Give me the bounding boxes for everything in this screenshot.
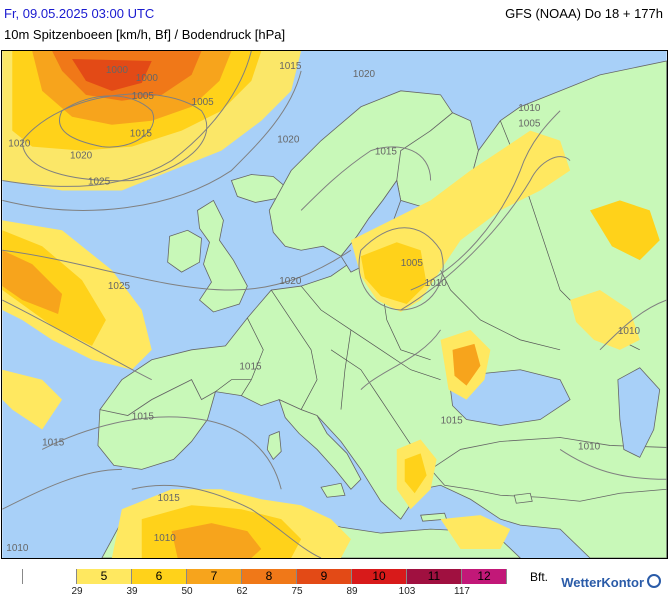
- gust-area-bf6: [360, 242, 427, 305]
- sea-caspian: [617, 367, 661, 458]
- isobar-label: 1025: [108, 281, 131, 292]
- land-iberia: [97, 379, 217, 470]
- border-line: [215, 379, 252, 392]
- isobar-label: 1015: [375, 147, 398, 158]
- legend-class: 11: [407, 569, 462, 584]
- isobar-label: 1010: [618, 326, 641, 337]
- legend-class: 5: [77, 569, 132, 584]
- isobar-line: [2, 51, 252, 187]
- forecast-datetime: Fr, 09.05.2025 03:00 UTC: [4, 6, 155, 21]
- brand-logo[interactable]: WetterKontor: [561, 574, 661, 590]
- gust-fields: [2, 51, 660, 558]
- border-line: [340, 329, 352, 410]
- isobar-label: 1010: [578, 441, 601, 452]
- gust-area-bf6: [404, 453, 427, 494]
- legend-kmh-tick: 89: [346, 586, 358, 597]
- legend-unit: Bft.: [530, 570, 549, 584]
- isobar-label: 1005: [518, 119, 541, 130]
- weather-map: 1000 1000 1005 1005 1015 1020 1020 1025 …: [1, 50, 668, 559]
- legend-kmh-tick: 117: [454, 586, 470, 597]
- legend-class: [22, 569, 77, 584]
- legend-kmh-tick: 29: [71, 586, 83, 597]
- isobar-label: 1010: [518, 103, 541, 114]
- land-ireland: [167, 229, 202, 273]
- legend-kmh-tick: 75: [291, 586, 303, 597]
- isobars: [2, 51, 667, 558]
- gust-area-bf5: [440, 515, 511, 550]
- border-line: [270, 289, 318, 410]
- gust-area-bf7: [2, 250, 63, 314]
- isobar-label: 1025: [88, 176, 111, 187]
- legend-class: 6: [132, 569, 187, 584]
- gust-area-bf5: [570, 290, 640, 350]
- isobar-label: 1005: [401, 258, 424, 269]
- isobar-label: 1010: [425, 278, 448, 289]
- legend-class: 12: [462, 569, 507, 584]
- model-run-info: GFS (NOAA) Do 18 + 177h: [505, 6, 663, 21]
- isobar-line: [599, 299, 667, 351]
- border-line: [241, 317, 264, 396]
- isobar-line: [2, 70, 302, 211]
- legend-kmh-tick: 50: [181, 586, 193, 597]
- border-line: [330, 349, 421, 460]
- isobar-label: 1000: [106, 65, 129, 76]
- land-italy: [278, 398, 362, 490]
- isobar-label: 1015: [239, 362, 262, 373]
- isobar-label: 1015: [158, 493, 181, 504]
- isobar-label: 1010: [6, 543, 29, 554]
- border-line: [300, 285, 441, 381]
- isobar-line: [2, 299, 152, 381]
- gust-area-bf5: [2, 369, 63, 430]
- legend-class: 8: [242, 569, 297, 584]
- legend-kmh-tick: 103: [398, 586, 416, 597]
- isobar-line: [2, 468, 122, 510]
- isobar-line: [410, 110, 561, 291]
- isobar-label: 1020: [8, 139, 31, 150]
- land-sardinia: [266, 430, 282, 461]
- isobar-label: 1015: [42, 437, 65, 448]
- land-sicily: [320, 482, 346, 498]
- land-britain: [197, 199, 248, 313]
- isobar-label: 1015: [130, 129, 153, 140]
- isobar-line: [559, 449, 667, 480]
- isobar-label: 1005: [132, 91, 155, 102]
- isobar-line: [358, 227, 444, 311]
- brand-name: WetterKontor: [561, 575, 644, 590]
- gust-area-bf7: [171, 523, 262, 558]
- isobar-label: 1020: [277, 135, 300, 146]
- isobar-line: [300, 146, 432, 211]
- isobar-line: [41, 416, 282, 490]
- legend-class: 9: [297, 569, 352, 584]
- isobar-line: [2, 249, 352, 291]
- legend-kmh-tick: 39: [126, 586, 138, 597]
- isobar-label: 1010: [154, 533, 177, 544]
- isobar-label: 1005: [192, 97, 215, 108]
- land-anatolia: [430, 437, 667, 502]
- isobar-line: [400, 156, 571, 311]
- legend-kmh-tick: 62: [236, 586, 248, 597]
- brand-mark-icon: [647, 574, 661, 588]
- variable-title: 10m Spitzenboeen [km/h, Bf] / Bodendruck…: [4, 27, 286, 42]
- isobar-line: [21, 93, 208, 182]
- legend-class: 10: [352, 569, 407, 584]
- isobar-label: 1000: [136, 73, 159, 84]
- gust-area-bf7: [452, 343, 481, 386]
- isobar-labels: 1000 1000 1005 1005 1015 1020 1020 1025 …: [6, 61, 640, 554]
- isobar-line: [59, 95, 155, 148]
- legend-class: 7: [187, 569, 242, 584]
- isobar-label: 1020: [70, 151, 93, 162]
- gust-area-bf6: [589, 200, 660, 261]
- isobar-label: 1020: [279, 276, 302, 287]
- isobar-label: 1015: [441, 416, 464, 427]
- land-cyprus: [513, 492, 533, 504]
- isobar-line: [131, 484, 322, 558]
- isobar-line: [360, 329, 441, 391]
- gust-area-bf9: [72, 58, 152, 91]
- isobar-label: 1020: [353, 69, 376, 80]
- isobar-label: 1015: [279, 61, 302, 72]
- isobar-label: 1015: [132, 412, 155, 423]
